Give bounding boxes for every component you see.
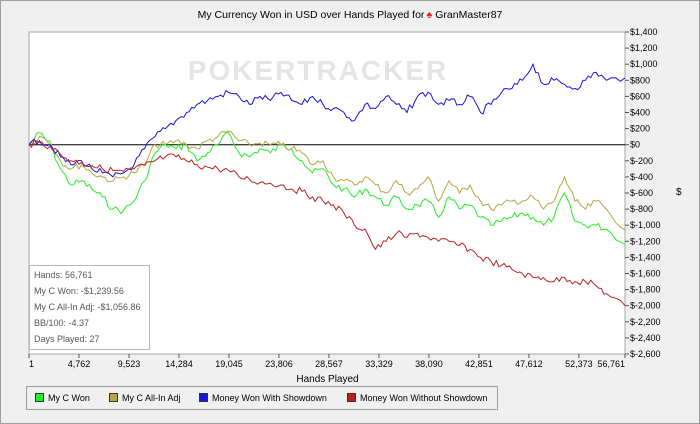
x-tick-label: 28,567 xyxy=(315,359,343,369)
chart-title: My Currency Won in USD over Hands Played… xyxy=(0,9,700,21)
stats-allin-adj: My C All-In Adj: -$1,056.86 xyxy=(34,302,141,312)
pokerstars-spade-icon: ♠ xyxy=(426,9,433,21)
y-axis-title: $ xyxy=(676,187,682,198)
series-line-4 xyxy=(28,139,626,307)
y-tick-label: $-200 xyxy=(630,156,653,166)
y-axis: $1,400 $1,200 $1,000 $800 $600 $400 $200 $0 $-20… xyxy=(625,27,661,359)
stats-box: Hands: 56,761 My C Won: -$1,239.56 My C … xyxy=(29,265,150,350)
stats-c-won: My C Won: -$1,239.56 xyxy=(34,286,124,296)
stats-bb100: BB/100: -4.37 xyxy=(34,318,90,328)
legend-label-c-won: My C Won xyxy=(48,393,90,403)
y-tick-label: $-1,000 xyxy=(630,220,661,230)
y-tick-label: $200 xyxy=(630,124,650,134)
x-axis: 1 4,762 9,523 14,284 19,045 23,806 28,567 33,32… xyxy=(28,354,626,369)
y-tick-label: $-400 xyxy=(630,172,653,182)
y-tick-label: $1,200 xyxy=(630,43,658,53)
legend: My C Won My C All-In Adj Money Won With … xyxy=(26,386,498,410)
x-tick-label: 33,329 xyxy=(365,359,393,369)
x-tick-label: 4,762 xyxy=(68,359,91,369)
y-tick-label: $600 xyxy=(630,91,650,101)
x-tick-label: 23,806 xyxy=(265,359,293,369)
y-tick-label: $-2,400 xyxy=(630,333,661,343)
series-line-1 xyxy=(28,131,626,245)
series-line-2 xyxy=(28,130,626,231)
x-tick-label: 52,373 xyxy=(565,359,593,369)
legend-swatch-without-showdown xyxy=(347,393,356,402)
series-line-3 xyxy=(28,62,626,178)
y-tick-label: $1,400 xyxy=(630,27,658,37)
y-tick-label: $800 xyxy=(630,75,650,85)
y-tick-label: $-1,600 xyxy=(630,269,661,279)
legend-item-c-won[interactable]: My C Won xyxy=(35,393,90,403)
legend-swatch-allin-adj xyxy=(109,393,118,402)
y-tick-label: $-800 xyxy=(630,204,653,214)
x-tick-label: 9,523 xyxy=(118,359,141,369)
legend-label-with-showdown: Money Won With Showdown xyxy=(212,393,327,403)
y-tick-label: $-2,200 xyxy=(630,317,661,327)
x-tick-label: 38,090 xyxy=(415,359,443,369)
stats-days: Days Played: 27 xyxy=(34,334,100,344)
y-tick-label: $-1,200 xyxy=(630,236,661,246)
chart-title-text: My Currency Won in USD over Hands Played… xyxy=(197,9,425,21)
x-tick-label: 1 xyxy=(29,359,34,369)
x-tick-label: 56,761 xyxy=(597,359,625,369)
player-name: GranMaster87 xyxy=(435,9,503,21)
y-tick-label: $-2,600 xyxy=(630,349,661,359)
legend-swatch-with-showdown xyxy=(199,393,208,402)
series-layer xyxy=(28,62,626,307)
y-tick-label: $-1,400 xyxy=(630,252,661,262)
legend-swatch-c-won xyxy=(35,393,44,402)
x-axis-title: Hands Played xyxy=(296,374,359,385)
y-tick-label: $-600 xyxy=(630,188,653,198)
y-tick-label: $1,000 xyxy=(630,59,658,69)
y-tick-label: $-1,800 xyxy=(630,285,661,295)
x-tick-label: 19,045 xyxy=(215,359,243,369)
y-tick-label: $0 xyxy=(630,140,640,150)
watermark: POKERTRACKER xyxy=(188,55,448,86)
x-tick-label: 14,284 xyxy=(165,359,193,369)
stats-hands: Hands: 56,761 xyxy=(34,270,93,280)
legend-label-without-showdown: Money Won Without Showdown xyxy=(360,393,488,403)
y-tick-label: $-2,000 xyxy=(630,301,661,311)
legend-label-allin-adj: My C All-In Adj xyxy=(122,393,181,403)
y-tick-label: $400 xyxy=(630,108,650,118)
legend-item-with-showdown[interactable]: Money Won With Showdown xyxy=(199,393,327,403)
x-tick-label: 47,612 xyxy=(515,359,543,369)
x-tick-label: 42,851 xyxy=(465,359,493,369)
legend-item-without-showdown[interactable]: Money Won Without Showdown xyxy=(347,393,487,403)
legend-item-allin-adj[interactable]: My C All-In Adj xyxy=(109,393,181,403)
